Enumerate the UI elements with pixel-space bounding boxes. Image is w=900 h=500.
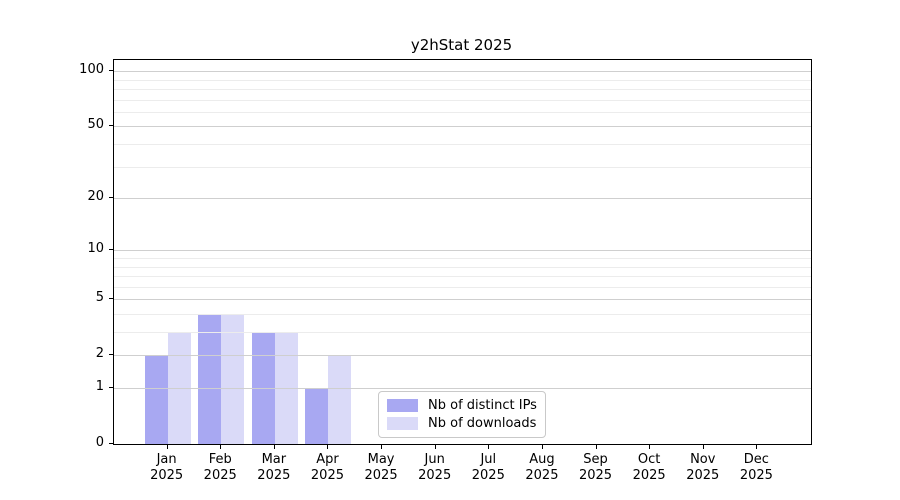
y-axis-tick xyxy=(109,354,113,356)
x-axis-tick xyxy=(756,445,758,449)
x-tick-month: Jan xyxy=(156,452,177,467)
x-tick-year: 2025 xyxy=(364,468,398,483)
x-axis-tick xyxy=(381,445,383,449)
x-axis-tick-label: Mar 2025 xyxy=(242,452,306,484)
x-tick-year: 2025 xyxy=(471,468,505,483)
y-axis-tick xyxy=(109,197,113,199)
x-axis-tick xyxy=(649,445,651,449)
x-tick-month: Aug xyxy=(529,452,555,467)
x-axis-tick xyxy=(434,445,436,449)
x-tick-year: 2025 xyxy=(578,468,613,483)
x-tick-month: Mar xyxy=(261,452,287,467)
x-axis-tick-label: Jan 2025 xyxy=(135,452,199,484)
y-axis-tick-label: 50 xyxy=(87,117,104,133)
x-axis-tick-label: May 2025 xyxy=(349,452,413,484)
y-gridline-major xyxy=(114,388,811,389)
x-axis-tick-label: Oct 2025 xyxy=(617,452,681,484)
y-axis-tick-label: 100 xyxy=(79,62,104,78)
y-gridline-major xyxy=(114,355,811,357)
y-axis-tick-label: 10 xyxy=(87,241,104,257)
x-axis-tick-label: Sep 2025 xyxy=(564,452,628,484)
y-gridline-minor xyxy=(114,313,811,315)
y-gridline-minor xyxy=(114,89,811,90)
x-axis-tick xyxy=(595,445,597,449)
legend: Nb of distinct IPs Nb of downloads xyxy=(378,391,546,438)
y-axis-tick-label: 2 xyxy=(95,346,104,362)
x-axis-tick xyxy=(220,445,222,449)
legend-label: Nb of distinct IPs xyxy=(428,397,537,413)
x-tick-year: 2025 xyxy=(310,468,344,483)
y-axis-tick xyxy=(109,125,113,127)
plot-area: Nb of distinct IPs Nb of downloads xyxy=(113,59,812,445)
x-tick-year: 2025 xyxy=(525,468,559,483)
legend-swatch-downloads xyxy=(387,417,418,431)
x-tick-year: 2025 xyxy=(632,468,666,483)
x-tick-year: 2025 xyxy=(739,468,773,483)
x-tick-year: 2025 xyxy=(203,468,237,483)
bar-apr-downloads xyxy=(328,355,352,444)
y-axis-tick xyxy=(109,249,113,251)
y-axis-tick-label: 1 xyxy=(95,379,104,394)
x-tick-year: 2025 xyxy=(418,468,452,483)
x-axis-tick-label: Feb 2025 xyxy=(188,452,252,484)
x-tick-month: Apr xyxy=(316,452,339,467)
x-tick-month: Jun xyxy=(424,452,445,467)
legend-item: Nb of downloads xyxy=(387,416,537,431)
y-axis-tick xyxy=(109,387,113,388)
x-axis-tick-label: Jun 2025 xyxy=(403,452,467,484)
y-gridline-minor xyxy=(114,332,811,333)
x-axis-tick xyxy=(327,445,329,449)
x-tick-year: 2025 xyxy=(257,468,291,483)
x-tick-month: Sep xyxy=(583,452,608,467)
x-axis-tick-label: Jul 2025 xyxy=(456,452,520,484)
x-axis-tick-label: Nov 2025 xyxy=(671,452,735,484)
y-gridline-minor xyxy=(114,166,811,168)
legend-item: Nb of distinct IPs xyxy=(387,398,537,413)
x-axis-tick-label: Dec 2025 xyxy=(724,452,788,484)
chart-title: y2hStat 2025 xyxy=(410,36,513,54)
y-axis-tick-label: 0 xyxy=(95,435,104,450)
x-tick-month: Jul xyxy=(480,452,497,467)
x-tick-year: 2025 xyxy=(150,468,184,483)
y-gridline-major xyxy=(114,250,811,252)
y-gridline-major xyxy=(114,299,811,301)
y-gridline-major xyxy=(114,198,811,200)
y-axis-tick xyxy=(109,443,113,444)
y-gridline-minor xyxy=(114,257,811,259)
y-gridline-minor xyxy=(114,99,811,101)
x-axis-tick xyxy=(166,445,168,449)
bar-apr-distinct-ips xyxy=(305,388,329,444)
x-tick-month: Oct xyxy=(637,452,661,467)
y-axis-tick-label: 5 xyxy=(95,290,104,306)
bar-feb-downloads xyxy=(221,314,245,444)
x-tick-month: May xyxy=(367,452,395,467)
y-gridline-minor xyxy=(114,276,811,278)
legend-swatch-distinct-ips xyxy=(387,398,418,412)
y-gridline-minor xyxy=(114,286,811,288)
x-tick-year: 2025 xyxy=(686,468,720,483)
bar-feb-distinct-ips xyxy=(198,314,222,444)
x-axis-tick xyxy=(702,445,704,449)
y-gridline-minor xyxy=(114,111,811,113)
x-axis-tick xyxy=(273,445,275,449)
y-gridline-major xyxy=(114,126,811,128)
y-axis-tick xyxy=(109,298,113,300)
y-gridline-minor xyxy=(114,266,811,268)
y-axis-tick xyxy=(109,70,113,72)
legend-label: Nb of downloads xyxy=(428,416,537,432)
x-tick-month: Nov xyxy=(690,452,716,467)
x-tick-month: Feb xyxy=(208,452,232,467)
x-tick-month: Dec xyxy=(743,452,769,467)
x-axis-tick xyxy=(541,445,543,449)
x-axis-tick-label: Aug 2025 xyxy=(510,452,574,484)
y-gridline-minor xyxy=(114,79,811,81)
x-axis-tick-label: Apr 2025 xyxy=(295,452,359,484)
y-axis-tick-label: 20 xyxy=(87,189,104,205)
x-axis-tick xyxy=(488,445,490,449)
y-gridline-major xyxy=(114,71,811,73)
bar-jan-distinct-ips xyxy=(144,355,168,444)
y-gridline-minor xyxy=(114,144,811,145)
